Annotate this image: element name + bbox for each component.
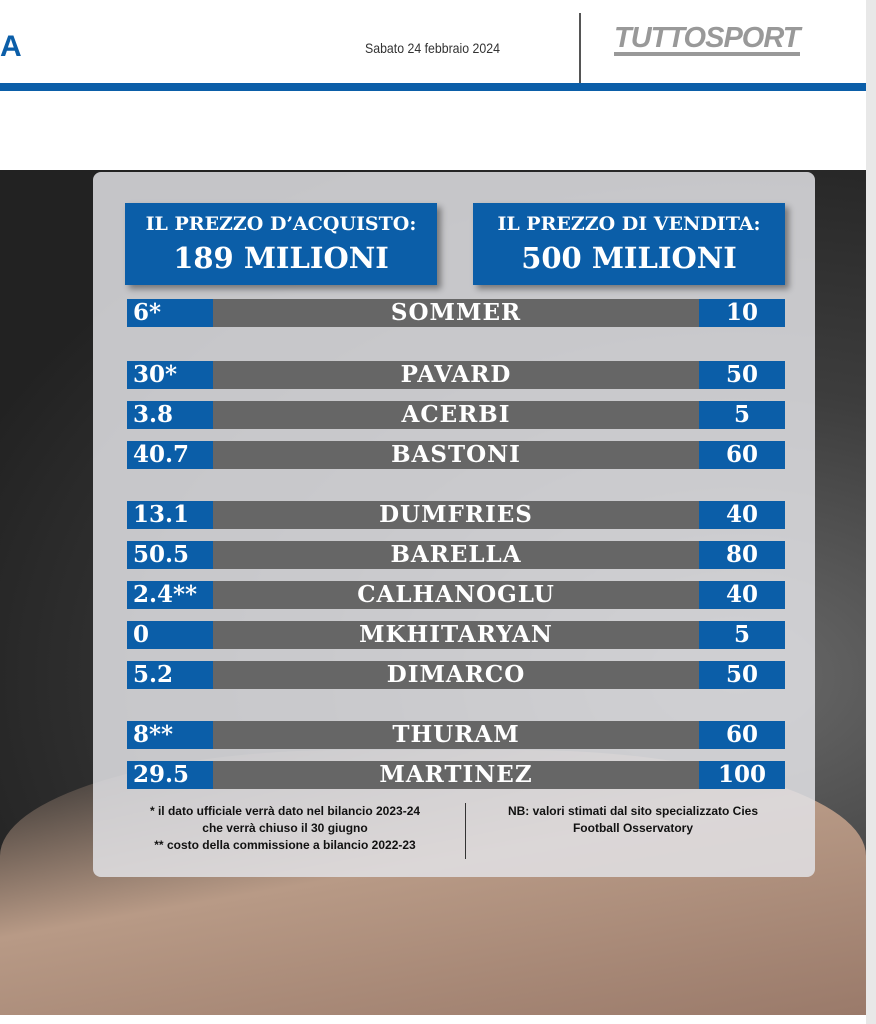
sale-title: IL PREZZO DI VENDITA: (497, 213, 761, 235)
purchase-price: 3.8 (127, 401, 213, 429)
player-row: 3.8 ACERBI 5 (127, 401, 785, 429)
footnote-line: Football Osservatory (572, 821, 694, 835)
purchase-price: 0 (127, 621, 213, 649)
sale-value: 500 MILIONI (521, 241, 737, 275)
purchase-price: 29.5 (127, 761, 213, 789)
purchase-price: 6* (127, 299, 213, 327)
player-row: 6* SOMMER 10 (127, 299, 785, 327)
page-edge (866, 0, 876, 1024)
player-name: PAVARD (213, 361, 699, 389)
footnote-left: * il dato ufficiale verrà dato nel bilan… (125, 803, 445, 854)
purchase-price: 50.5 (127, 541, 213, 569)
player-row: 40.7 BASTONI 60 (127, 441, 785, 469)
sale-price: 100 (699, 761, 785, 789)
player-row: 13.1 DUMFRIES 40 (127, 501, 785, 529)
player-row: 8** THURAM 60 (127, 721, 785, 749)
sale-price: 5 (699, 621, 785, 649)
player-row: 30* PAVARD 50 (127, 361, 785, 389)
purchase-title: IL PREZZO D’ACQUISTO: (145, 213, 417, 235)
player-row: 5.2 DIMARCO 50 (127, 661, 785, 689)
player-name: ACERBI (213, 401, 699, 429)
player-name: MKHITARYAN (213, 621, 699, 649)
sale-price: 50 (699, 661, 785, 689)
player-name: THURAM (213, 721, 699, 749)
tuttosport-logo: TUTTOSPORT (614, 22, 800, 56)
sale-price: 80 (699, 541, 785, 569)
divider (465, 803, 466, 859)
divider (579, 13, 581, 83)
sale-price: 40 (699, 581, 785, 609)
sale-price: 50 (699, 361, 785, 389)
sale-price-box: IL PREZZO DI VENDITA: 500 MILIONI (473, 203, 785, 285)
purchase-price: 40.7 (127, 441, 213, 469)
sale-price: 60 (699, 441, 785, 469)
purchase-price: 30* (127, 361, 213, 389)
player-row: 50.5 BARELLA 80 (127, 541, 785, 569)
player-name: SOMMER (213, 299, 699, 327)
purchase-price: 8** (127, 721, 213, 749)
footnote-right: NB: valori stimati dal sito specializzat… (478, 803, 788, 837)
purchase-price: 2.4** (127, 581, 213, 609)
footnote-line: * il dato ufficiale verrà dato nel bilan… (149, 804, 421, 818)
section-title: A (0, 30, 22, 63)
player-name: CALHANOGLU (213, 581, 699, 609)
player-name: DIMARCO (213, 661, 699, 689)
footnote-line: che verrà chiuso il 30 giugno (202, 821, 368, 835)
purchase-price: 13.1 (127, 501, 213, 529)
footnote-line: ** costo della commissione a bilancio 20… (154, 838, 416, 852)
header-rule (0, 83, 866, 91)
player-row: 0 MKHITARYAN 5 (127, 621, 785, 649)
footnote-line: NB: valori stimati dal sito specializzat… (507, 804, 759, 818)
purchase-value: 189 MILIONI (173, 241, 389, 275)
page-header: A Sabato 24 febbraio 2024 TUTTOSPORT (0, 0, 866, 170)
sale-price: 60 (699, 721, 785, 749)
player-name: MARTINEZ (213, 761, 699, 789)
sale-price: 5 (699, 401, 785, 429)
player-name: DUMFRIES (213, 501, 699, 529)
player-row: 2.4** CALHANOGLU 40 (127, 581, 785, 609)
issue-date: Sabato 24 febbraio 2024 (365, 40, 500, 56)
player-name: BASTONI (213, 441, 699, 469)
purchase-price: 5.2 (127, 661, 213, 689)
purchase-price-box: IL PREZZO D’ACQUISTO: 189 MILIONI (125, 203, 437, 285)
sale-price: 10 (699, 299, 785, 327)
player-name: BARELLA (213, 541, 699, 569)
player-row: 29.5 MARTINEZ 100 (127, 761, 785, 789)
sale-price: 40 (699, 501, 785, 529)
